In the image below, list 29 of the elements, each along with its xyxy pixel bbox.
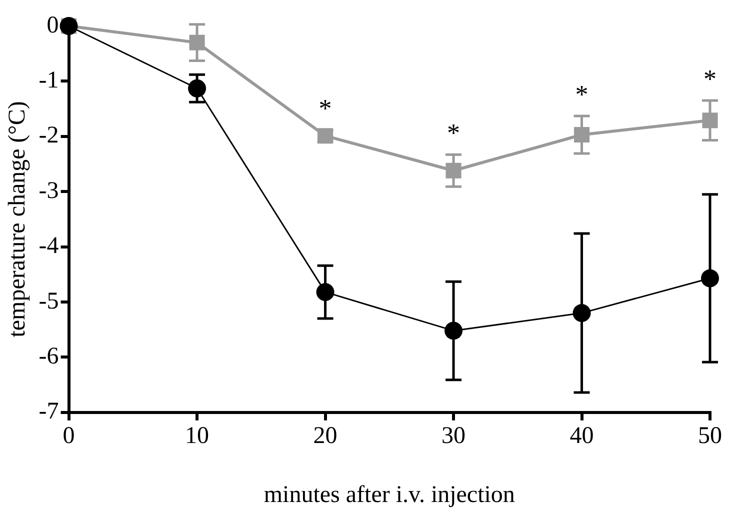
- point: [572, 304, 591, 322]
- y-tick-label: -4: [38, 233, 59, 260]
- x-tick-label: 20: [313, 423, 338, 450]
- x-tick-label: 30: [442, 423, 466, 450]
- x-tick-label: 40: [570, 423, 594, 450]
- x-tick-label: 50: [698, 423, 722, 450]
- point: [701, 269, 719, 288]
- point: [189, 34, 205, 50]
- x-axis-title: minutes after i.v. injection: [264, 482, 515, 508]
- annotation: *: [318, 94, 332, 124]
- annotation: *: [704, 64, 716, 94]
- annotation: *: [575, 80, 588, 109]
- y-tick-label: -6: [38, 343, 59, 370]
- y-tick-label: -7: [38, 398, 59, 425]
- point: [446, 162, 462, 178]
- x-tick-label: 10: [185, 423, 210, 450]
- y-tick-label: -5: [38, 288, 59, 314]
- point: [444, 322, 463, 340]
- point: [702, 112, 718, 128]
- y-tick-label: -1: [38, 67, 59, 94]
- point: [316, 283, 334, 302]
- annotation: *: [447, 118, 460, 148]
- y-tick-label: -3: [38, 178, 59, 204]
- y-tick-label: 0: [46, 12, 59, 38]
- point: [188, 79, 206, 98]
- point: [574, 126, 590, 143]
- y-tick-label: -2: [38, 122, 59, 149]
- y-axis-title: temperature change (°C): [4, 101, 31, 338]
- x-tick-label: 0: [62, 423, 75, 450]
